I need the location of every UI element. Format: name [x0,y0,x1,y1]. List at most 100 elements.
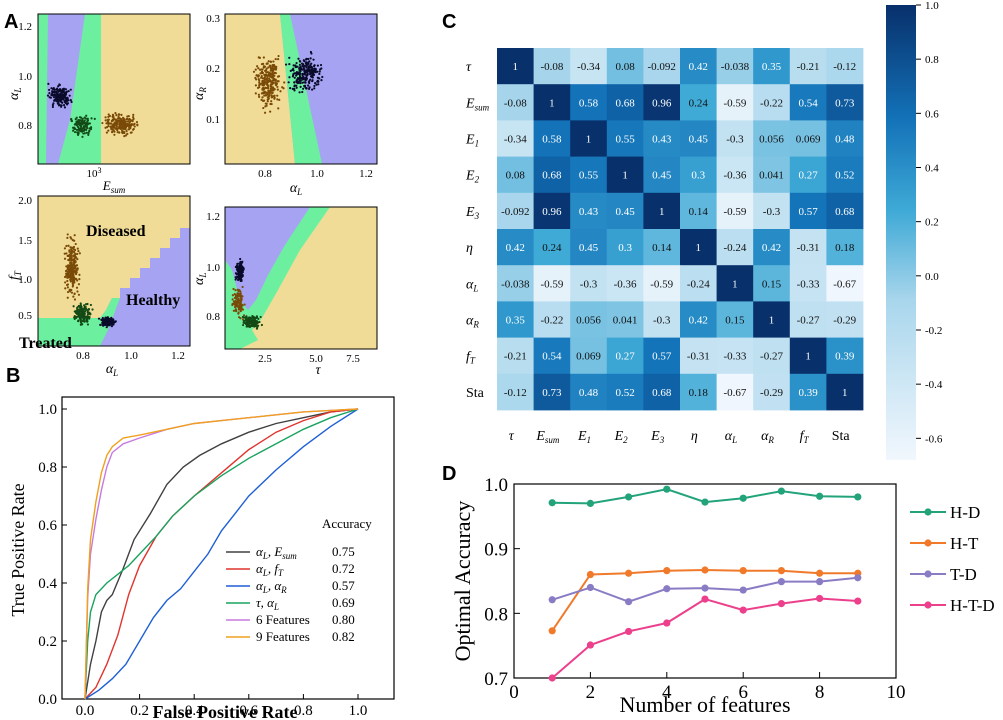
sample-dot [73,298,77,301]
heatmap-value: 0.68 [835,206,855,218]
sample-dot [301,76,304,79]
sample-dot [53,90,56,93]
sample-dot [302,87,305,90]
sample-dot [269,87,272,91]
sample-dot [128,123,131,126]
sample-dot [266,93,269,96]
sample-dot [235,264,239,267]
sample-dot [63,106,67,109]
sample-dot [89,303,92,307]
heatmap-cell [753,156,791,194]
sample-dot [267,86,270,89]
roc-legend-label: 9 Features [256,629,310,644]
region-plot-3 [38,196,190,346]
sample-dot [297,57,300,60]
sample-dot [318,77,321,80]
heatmap-cell [643,301,681,338]
sample-dot [120,113,123,116]
panel-label-c: C [442,11,456,33]
heatmap-value: 0.42 [762,242,781,254]
sample-dot [71,258,74,261]
sample-dot [85,128,88,131]
heatmap-cell [680,373,717,411]
sample-dot [313,67,316,70]
sample-dot [109,319,112,322]
acc-legend-marker [924,601,932,609]
sample-dot [48,88,51,92]
sample-dot [294,74,298,77]
sample-dot [61,101,64,104]
sample-dot [260,76,263,79]
sample-dot [264,102,267,105]
heatmap-value: -0.31 [797,242,820,254]
colorbar-tick: 0.2 [925,217,939,229]
heatmap-cell [570,156,608,194]
acc-point [816,492,824,500]
sample-dot [261,71,265,74]
heatmap-value: 1 [513,61,519,73]
acc-point [739,567,747,575]
sample-dot [251,317,254,321]
p1-xlabel: Esum [102,178,126,195]
sample-dot [272,81,275,85]
sample-dot [66,97,69,100]
sample-dot [122,119,125,122]
sample-dot [304,86,308,90]
heatmap-cell [826,84,864,121]
sample-dot [266,100,269,103]
sample-dot [113,117,116,121]
colorbar-tick: -0.4 [925,379,943,391]
sample-dot [305,57,308,61]
sample-dot [254,68,257,71]
sample-dot [303,68,306,72]
sample-dot [319,63,323,67]
sample-dot [268,92,271,96]
sample-dot [235,310,238,313]
sample-dot [81,307,84,310]
sample-dot [83,317,86,321]
sample-dot [258,56,261,59]
sample-dot [263,111,267,114]
heatmap-value: 0.3 [618,242,632,254]
sample-dot [313,84,316,88]
sample-dot [301,90,304,94]
sample-dot [312,65,316,68]
roc-legend-accuracy: 0.69 [332,595,355,610]
heatmap-cell [789,84,827,121]
p4-ytick: 1.2 [206,211,220,223]
acc-point [586,641,595,649]
sample-dot [66,283,70,286]
heatmap-row-label: η [466,241,473,256]
sample-dot [87,131,90,135]
p3-xtick: 1.0 [124,350,138,362]
sample-dot [250,321,253,325]
heatmap-cell [789,192,827,230]
roc-series-line [84,408,359,700]
heatmap-value: 0.68 [652,387,672,399]
heatmap-value: -0.08 [540,61,563,73]
p2-xtick: 1.0 [310,168,324,180]
heatmap-cell [606,48,644,85]
sample-dot [318,72,321,76]
sample-dot [292,67,295,70]
heatmap-cell [570,84,608,121]
heatmap-value: 0.45 [652,170,672,182]
heatmap-value: -0.29 [833,315,856,327]
sample-dot [82,312,85,315]
sample-dot [253,324,256,328]
acc-point [739,606,747,614]
sample-dot [312,73,316,76]
heatmap-cell [789,48,827,85]
heatmap-cell [753,373,791,411]
sample-dot [60,105,63,108]
sample-dot [74,123,77,126]
heatmap-cell [533,229,571,266]
sample-dot [239,303,242,306]
heatmap-cell [570,373,608,411]
p4-xtick: 7.5 [346,353,360,365]
sample-dot [266,76,269,80]
heatmap-cell [680,192,717,230]
sample-dot [81,323,84,326]
sample-dot [260,323,264,327]
sample-dot [270,94,273,97]
